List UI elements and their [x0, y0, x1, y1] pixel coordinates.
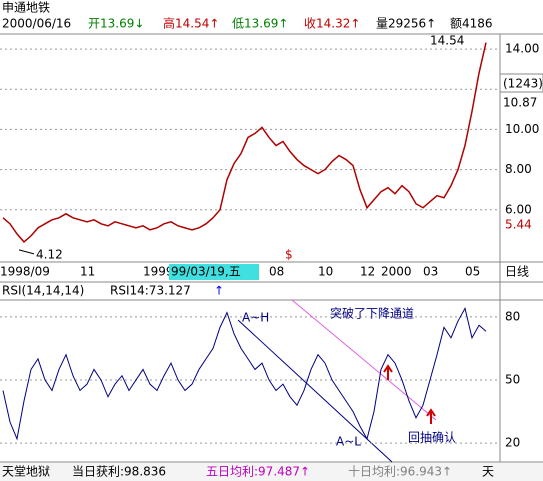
date: 2000/06/16 — [2, 17, 71, 31]
cursor-price: 10.87 — [503, 96, 537, 110]
x-tick-label: 2000 — [381, 265, 412, 279]
count-box — [499, 73, 543, 93]
rsi-line — [2, 307, 487, 441]
price-line — [2, 42, 487, 243]
close: 收14.32↑ — [304, 17, 360, 31]
y-tick-label: 8.00 — [505, 162, 532, 176]
x-tick-label: 1999 — [143, 265, 174, 279]
footer-more: 天 — [482, 465, 494, 479]
x-tick-label: 03 — [423, 265, 438, 279]
footer-bar — [0, 463, 543, 481]
amount: 额4186 — [450, 17, 493, 31]
volume: 量29256↑ — [376, 17, 436, 31]
count-label: (1243) — [503, 77, 543, 91]
y-tick-label: 10.00 — [505, 122, 539, 136]
x-tick-label: 1998/09 — [0, 265, 50, 279]
high-label: 14.54 — [430, 34, 464, 48]
footer-today: 当日获利:98.836 — [72, 465, 166, 479]
y-tick-label: 6.00 — [505, 202, 532, 216]
open: 开13.69↓ — [88, 17, 144, 31]
x-tick-label: 08 — [269, 265, 284, 279]
rsi-title: RSI(14,14,14) — [2, 284, 84, 298]
y-tick-label: 20 — [505, 436, 520, 450]
x-tick-label: 12 — [360, 265, 375, 279]
arrow — [426, 408, 436, 424]
leader — [18, 249, 35, 255]
x-tick-label: 99/03/19,五 — [171, 265, 241, 279]
rsi-legend: RSI14:73.127 — [110, 284, 191, 298]
y-tick-label: 50 — [505, 372, 520, 386]
period-label: 日线 — [505, 265, 529, 279]
annotation: 突破了下降通道 — [330, 306, 414, 321]
annotation: A~H — [242, 311, 269, 325]
cursor-box — [169, 264, 259, 280]
x-tick-label: 10 — [318, 265, 333, 279]
channel-line — [291, 299, 437, 421]
footer-title: 天堂地狱 — [2, 465, 50, 479]
high: 高14.54↑ — [163, 16, 219, 31]
low-label: 4.12 — [36, 248, 63, 262]
x-tick-label: 11 — [80, 265, 95, 279]
footer-ten: 十日均利:96.943↑ — [348, 465, 452, 479]
footer-five: 五日均利:97.487↑ — [206, 465, 310, 479]
x-tick-label: 05 — [465, 265, 480, 279]
y-tick-label: 80 — [505, 309, 520, 323]
low: 低13.69↑ — [232, 17, 288, 31]
stock-name: 申通地铁 — [2, 1, 50, 15]
y-tick-label: 14.00 — [505, 42, 539, 56]
arrow — [383, 364, 393, 380]
annotation: A~L — [336, 435, 361, 449]
rsi-arrow: ↑ — [214, 284, 224, 298]
channel-line — [237, 319, 393, 463]
marker: $ — [285, 248, 293, 262]
annotation: 回抽确认 — [408, 431, 456, 445]
last-price: 5.44 — [505, 218, 532, 232]
